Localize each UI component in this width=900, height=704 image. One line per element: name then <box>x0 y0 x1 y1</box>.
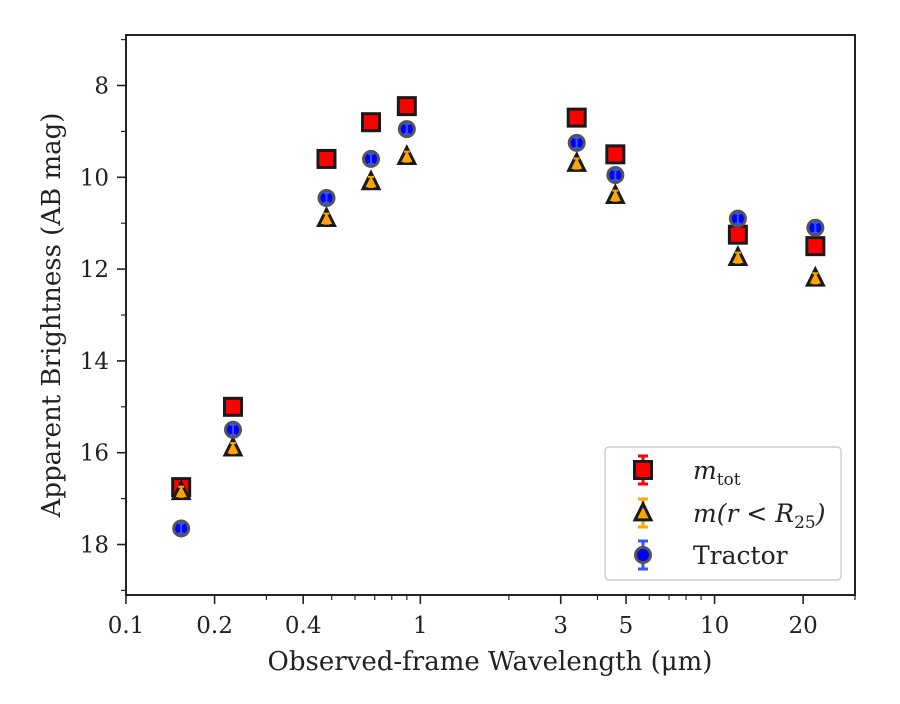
y-tick-label: 10 <box>80 165 109 191</box>
legend-box <box>604 446 842 581</box>
plot-frame <box>125 34 856 596</box>
x-tick-label: 0.1 <box>108 613 145 639</box>
x-tick-label: 0.2 <box>196 613 233 639</box>
y-axis-label: Apparent Brightness (AB mag) <box>37 113 67 519</box>
legend-label-m-tot: mtot <box>693 456 741 490</box>
series-m-tot <box>171 96 826 498</box>
legend: mtot m(r < R25) Tractor <box>604 446 842 581</box>
y-tick-label: 8 <box>94 73 109 99</box>
data-marks <box>170 96 826 538</box>
x-tick-label: 20 <box>789 613 818 639</box>
axes: 0.1 0.2 0.4 1 3 5 10 20 8 10 12 14 16 18 <box>80 38 856 639</box>
series-tractor <box>172 120 825 538</box>
legend-label-m-r-r-25: m(r < R25) <box>693 499 825 533</box>
x-tick-label: 0.4 <box>285 613 322 639</box>
x-tick-label: 10 <box>700 613 729 639</box>
legend-marker-m-tot <box>633 460 653 480</box>
series-m-r-r-25 <box>170 144 826 501</box>
x-tick-label: 3 <box>553 613 568 639</box>
legend-marker-m-r-r-25 <box>632 500 654 522</box>
x-axis-label: Observed-frame Wavelength (μm) <box>268 647 713 677</box>
x-tick-label: 5 <box>619 613 634 639</box>
legend-label-tractor: Tractor <box>693 541 788 570</box>
y-tick-label: 14 <box>80 349 109 375</box>
y-tick-label: 16 <box>80 441 109 467</box>
y-tick-label: 12 <box>80 257 109 283</box>
legend-marker-tractor <box>634 546 652 564</box>
y-tick-label: 18 <box>80 533 109 559</box>
x-tick-label: 1 <box>413 613 428 639</box>
